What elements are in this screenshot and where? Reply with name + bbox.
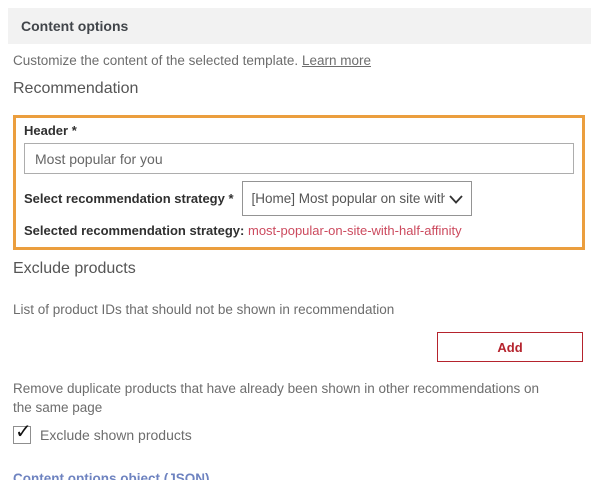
dedupe-description: Remove duplicate products that have alre… — [13, 381, 540, 415]
selected-strategy-label: Selected recommendation strategy: — [24, 223, 245, 238]
strategy-select-label: Select recommendation strategy * — [24, 190, 234, 206]
exclude-shown-products-label: Exclude shown products — [40, 427, 192, 443]
panel-title: Content options — [21, 18, 129, 34]
panel-subtitle-text: Customize the content of the selected te… — [13, 53, 299, 68]
strategy-select-value: [Home] Most popular on site with — [251, 191, 445, 206]
panel-subtitle: Customize the content of the selected te… — [13, 53, 587, 69]
content-options-json-link[interactable]: Content options object (JSON) — [13, 471, 210, 480]
strategy-select[interactable]: [Home] Most popular on site with — [241, 181, 472, 216]
add-button[interactable]: Add — [437, 332, 583, 362]
header-input[interactable] — [24, 143, 574, 174]
exclude-products-heading: Exclude products — [13, 260, 136, 277]
selected-strategy-value: most-popular-on-site-with-half-affinity — [247, 223, 462, 238]
checkmark-icon: ✓ — [15, 421, 32, 443]
recommendation-heading: Recommendation — [13, 80, 139, 97]
exclude-products-description: List of product IDs that should not be s… — [13, 302, 395, 317]
chevron-down-icon — [447, 190, 465, 208]
panel-header-bar: Content options — [8, 8, 591, 44]
header-field-label: Header * — [24, 123, 77, 138]
exclude-shown-products-checkbox[interactable]: ✓ — [13, 421, 32, 444]
learn-more-link[interactable]: Learn more — [301, 53, 371, 68]
recommendation-highlight-box: Header * Select recommendation strategy … — [13, 115, 585, 250]
add-button-row: Add — [13, 332, 583, 362]
selected-strategy-line: Selected recommendation strategy: most-p… — [24, 222, 574, 239]
strategy-row: Select recommendation strategy * [Home] … — [24, 181, 574, 216]
exclude-shown-products-row: ✓ Exclude shown products — [13, 421, 587, 444]
